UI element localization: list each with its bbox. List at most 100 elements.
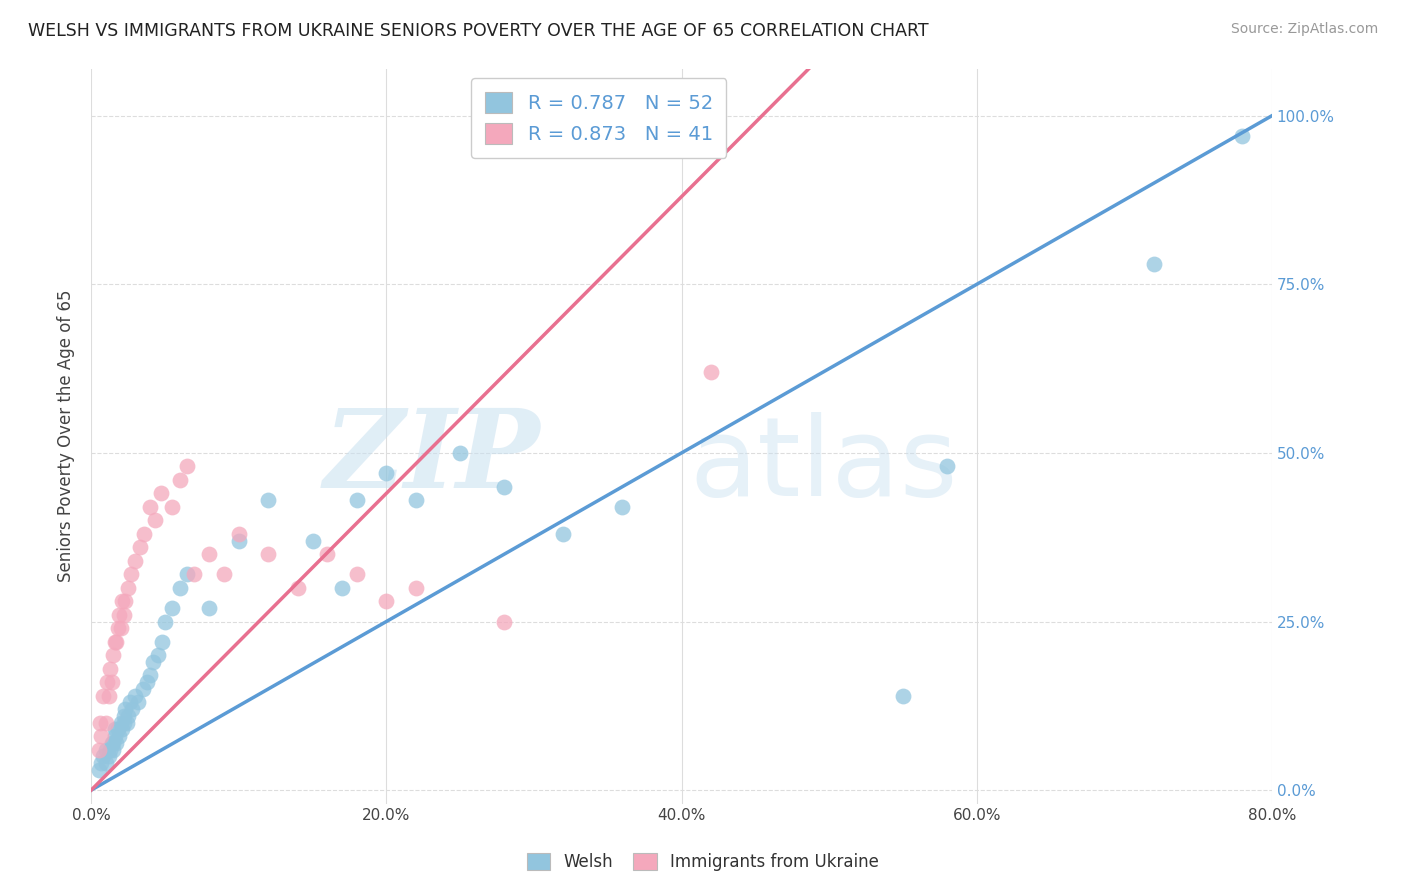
Point: [107, 723, 129, 737]
Point: [700, 365, 723, 379]
Point: [153, 615, 176, 629]
Point: [89, 715, 111, 730]
Point: [132, 681, 155, 696]
Point: [108, 607, 131, 622]
Point: [101, 675, 124, 690]
Point: [94, 742, 117, 756]
Point: [121, 702, 143, 716]
Point: [228, 526, 250, 541]
Point: [301, 533, 323, 548]
Text: WELSH VS IMMIGRANTS FROM UKRAINE SENIORS POVERTY OVER THE AGE OF 65 CORRELATION : WELSH VS IMMIGRANTS FROM UKRAINE SENIORS…: [28, 22, 929, 40]
Point: [150, 634, 173, 648]
Point: [104, 634, 127, 648]
Point: [101, 736, 124, 750]
Point: [90, 729, 112, 743]
Point: [936, 459, 959, 474]
Point: [198, 601, 221, 615]
Point: [107, 621, 129, 635]
Point: [117, 581, 139, 595]
Point: [110, 715, 132, 730]
Point: [162, 601, 184, 615]
Point: [90, 756, 112, 771]
Point: [104, 723, 127, 737]
Point: [316, 547, 339, 561]
Point: [94, 715, 117, 730]
Point: [128, 541, 150, 555]
Point: [139, 668, 162, 682]
Point: [257, 547, 280, 561]
Legend: R = 0.787   N = 52, R = 0.873   N = 41: R = 0.787 N = 52, R = 0.873 N = 41: [471, 78, 727, 158]
Point: [612, 500, 634, 514]
Point: [346, 567, 368, 582]
Point: [449, 446, 471, 460]
Point: [142, 655, 165, 669]
Point: [375, 594, 398, 608]
Point: [176, 567, 198, 582]
Point: [553, 526, 575, 541]
Point: [124, 554, 146, 568]
Point: [103, 736, 125, 750]
Point: [87, 763, 110, 777]
Point: [176, 459, 198, 474]
Point: [287, 581, 309, 595]
Point: [112, 607, 135, 622]
Point: [103, 742, 125, 756]
Point: [494, 615, 516, 629]
Point: [108, 729, 131, 743]
Point: [105, 736, 128, 750]
Legend: Welsh, Immigrants from Ukraine: Welsh, Immigrants from Ukraine: [519, 845, 887, 880]
Point: [183, 567, 205, 582]
Point: [111, 594, 134, 608]
Point: [127, 696, 149, 710]
Point: [114, 702, 136, 716]
Point: [330, 581, 353, 595]
Point: [103, 648, 125, 663]
Point: [212, 567, 235, 582]
Point: [120, 567, 142, 582]
Point: [198, 547, 221, 561]
Point: [494, 480, 516, 494]
Point: [146, 648, 169, 663]
Point: [118, 696, 141, 710]
Point: [375, 466, 398, 480]
Point: [87, 742, 110, 756]
Point: [346, 493, 368, 508]
Point: [162, 500, 184, 514]
Point: [97, 689, 120, 703]
Y-axis label: Seniors Poverty Over the Age of 65: Seniors Poverty Over the Age of 65: [58, 290, 75, 582]
Text: Source: ZipAtlas.com: Source: ZipAtlas.com: [1230, 22, 1378, 37]
Point: [169, 473, 191, 487]
Point: [111, 723, 134, 737]
Point: [112, 715, 135, 730]
Point: [1143, 257, 1166, 271]
Point: [112, 709, 135, 723]
Point: [257, 493, 280, 508]
Point: [115, 715, 138, 730]
Point: [405, 493, 427, 508]
Point: [104, 729, 127, 743]
Point: [110, 621, 132, 635]
Point: [91, 749, 114, 764]
Point: [149, 486, 172, 500]
Point: [97, 749, 120, 764]
Text: ZIP: ZIP: [323, 404, 540, 512]
Text: atlas: atlas: [689, 412, 957, 519]
Point: [169, 581, 191, 595]
Point: [91, 689, 114, 703]
Point: [139, 500, 162, 514]
Point: [228, 533, 250, 548]
Point: [96, 675, 118, 690]
Point: [114, 594, 136, 608]
Point: [98, 742, 121, 756]
Point: [1232, 128, 1254, 143]
Point: [124, 689, 146, 703]
Point: [143, 513, 166, 527]
Point: [891, 689, 914, 703]
Point: [134, 526, 156, 541]
Point: [136, 675, 159, 690]
Point: [105, 634, 128, 648]
Point: [117, 709, 139, 723]
Point: [405, 581, 427, 595]
Point: [94, 756, 117, 771]
Point: [98, 662, 121, 676]
